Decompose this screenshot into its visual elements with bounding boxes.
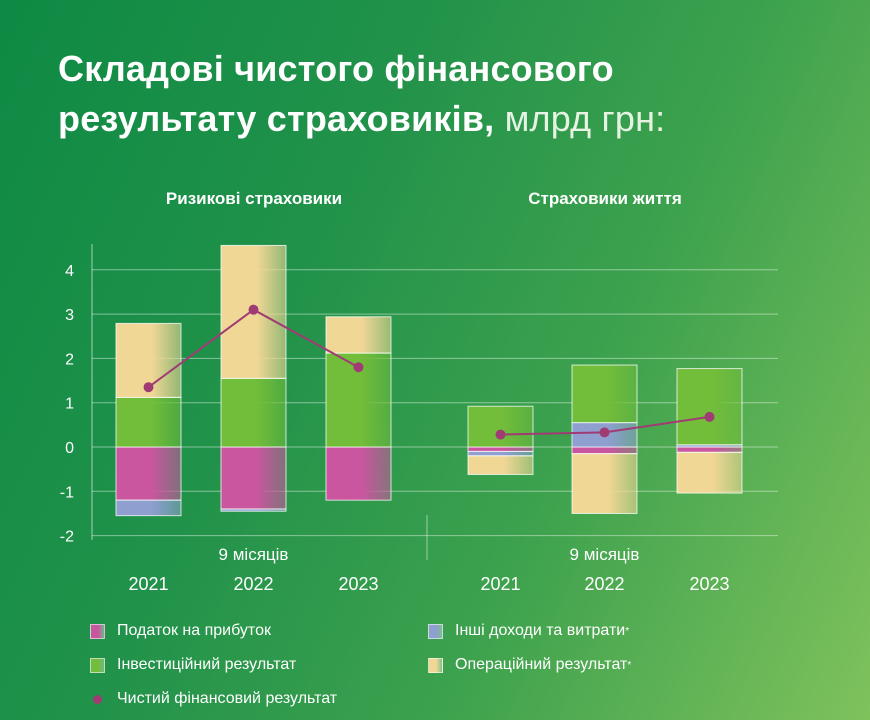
bar-operating bbox=[676, 451, 743, 494]
net-result-point bbox=[353, 362, 364, 373]
chart-area: 4 3 2 1 0 -1 -2 2021 2022 2023 9 місяців 2021 2022 20… bbox=[60, 245, 743, 594]
legend-label-net: Чистий фінансовий результат bbox=[117, 690, 338, 707]
net-result-point bbox=[704, 411, 715, 422]
bar-investment bbox=[571, 364, 638, 424]
legend-label-operating: Операційний результат bbox=[455, 656, 628, 673]
bar-investment bbox=[467, 405, 534, 448]
legend-mark-other: * bbox=[625, 625, 630, 637]
title-unit: млрд грн: bbox=[494, 98, 666, 139]
period-label: 9 місяців bbox=[570, 545, 640, 564]
bar-investment bbox=[220, 377, 287, 448]
period-label: 9 місяців bbox=[219, 545, 289, 564]
title-main: Складові чистого фінансового результату … bbox=[58, 48, 614, 139]
bar-tax bbox=[571, 446, 638, 455]
legend-swatch-tax bbox=[90, 623, 105, 639]
bar-tax bbox=[325, 446, 392, 501]
legend-item-net: Чистий фінансовий результат bbox=[90, 690, 337, 708]
bar-operating bbox=[325, 316, 392, 354]
legend-label-tax: Податок на прибуток bbox=[117, 622, 271, 639]
legend-item-tax: Податок на прибуток bbox=[90, 622, 271, 640]
bar-operating bbox=[571, 453, 638, 514]
legend-item-operating: Операційний результат * bbox=[428, 656, 631, 674]
x-tick-label: 2021 bbox=[480, 574, 520, 594]
legend-swatch-other bbox=[428, 623, 443, 639]
y-tick-label: 4 bbox=[65, 263, 74, 280]
y-tick-label: 1 bbox=[65, 396, 74, 413]
bar-other bbox=[220, 508, 287, 512]
legend: Податок на прибуток Інші доходи та витра… bbox=[90, 622, 810, 718]
x-tick-label: 2022 bbox=[233, 574, 273, 594]
net-result-point bbox=[143, 382, 154, 393]
y-tick-label: 0 bbox=[65, 440, 74, 457]
page-title: Складові чистого фінансового результату … bbox=[58, 44, 818, 144]
legend-item-investment: Інвестиційний результат bbox=[90, 656, 296, 674]
net-result-point bbox=[495, 429, 506, 440]
y-tick-label: 2 bbox=[65, 351, 74, 368]
x-tick-label: 2023 bbox=[689, 574, 729, 594]
bar-other bbox=[115, 499, 182, 517]
x-tick-label: 2023 bbox=[338, 574, 378, 594]
x-tick-label: 2021 bbox=[128, 574, 168, 594]
bar-investment bbox=[676, 368, 743, 446]
bar-tax bbox=[220, 446, 287, 510]
bar-tax bbox=[467, 446, 534, 452]
x-tick-label: 2022 bbox=[584, 574, 624, 594]
legend-mark-operating: * bbox=[627, 659, 632, 671]
y-tick-label: -2 bbox=[60, 529, 74, 546]
y-tick-label: 3 bbox=[65, 307, 74, 324]
bar-operating bbox=[467, 455, 534, 475]
legend-swatch-operating bbox=[428, 657, 443, 673]
legend-item-other: Інші доходи та витрати * bbox=[428, 622, 629, 640]
bar-tax bbox=[115, 446, 182, 501]
y-tick-label: -1 bbox=[60, 484, 74, 501]
legend-swatch-investment bbox=[90, 657, 105, 673]
bar-other bbox=[467, 450, 534, 457]
legend-label-other: Інші доходи та витрати bbox=[455, 622, 626, 639]
net-result-point bbox=[248, 304, 259, 315]
bar-investment bbox=[115, 396, 182, 448]
net-result-point bbox=[599, 427, 610, 438]
legend-label-investment: Інвестиційний результат bbox=[117, 656, 297, 673]
panel-title-life: Страховики життя bbox=[528, 189, 682, 208]
bar-tax bbox=[676, 446, 743, 453]
legend-dot-net bbox=[93, 694, 102, 704]
panel-title-risk: Ризикові страховики bbox=[165, 189, 343, 208]
